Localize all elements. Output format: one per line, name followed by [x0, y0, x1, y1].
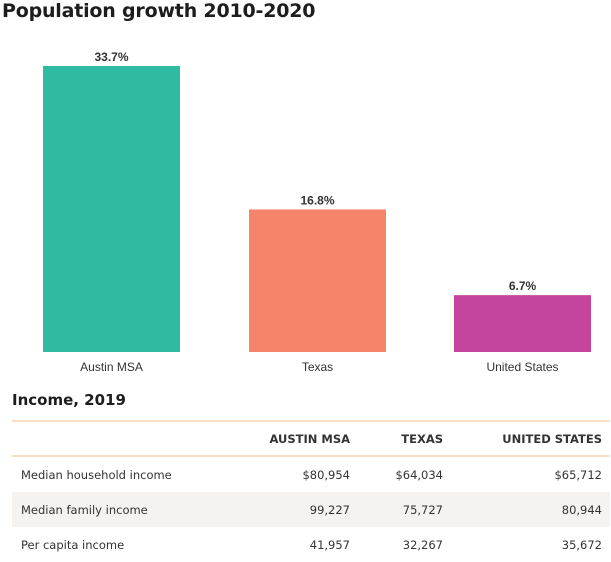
cell-us: 80,944 — [561, 502, 602, 517]
row-label: Median family income — [21, 502, 148, 517]
table-header-row: AUSTIN MSA TEXAS UNITED STATES — [12, 421, 610, 456]
row-label: Per capita income — [21, 537, 125, 552]
bar-united-states — [454, 295, 591, 352]
table-row: Median family income 99,227 75,727 80,94… — [12, 492, 610, 527]
row-label: Median household income — [21, 467, 172, 482]
column-header-texas: TEXAS — [401, 431, 443, 446]
x-tick-label: Texas — [302, 360, 333, 374]
cell-us: 35,672 — [561, 537, 602, 552]
x-tick-label: Austin MSA — [80, 360, 143, 374]
data-label: 6.7% — [509, 279, 537, 293]
income-title: Income, 2019 — [12, 391, 126, 409]
income-table: AUSTIN MSA TEXAS UNITED STATES Median ho… — [12, 420, 610, 562]
x-tick-label: United States — [486, 360, 558, 374]
bar-texas — [249, 209, 386, 352]
cell-us: $65,712 — [554, 467, 602, 482]
chart-title: Population growth 2010-2020 — [2, 0, 316, 22]
population-growth-chart: 33.7% Austin MSA 16.8% Texas 6.7% United Stat… — [43, 50, 591, 374]
cell-austin: $80,954 — [302, 467, 350, 482]
table-row: Per capita income 41,957 32,267 35,672 — [12, 527, 610, 562]
table-row: Median household income $80,954 $64,034 … — [12, 456, 610, 492]
cell-austin: 41,957 — [309, 537, 350, 552]
data-label: 16.8% — [300, 193, 334, 207]
cell-texas: 75,727 — [402, 502, 443, 517]
cell-texas: $64,034 — [395, 467, 443, 482]
cell-texas: 32,267 — [402, 537, 443, 552]
data-label: 33.7% — [94, 50, 128, 64]
column-header-us: UNITED STATES — [502, 431, 602, 446]
cell-austin: 99,227 — [309, 502, 350, 517]
bar-austin-msa — [43, 66, 180, 352]
column-header-label — [12, 421, 250, 456]
column-header-austin: AUSTIN MSA — [269, 431, 350, 446]
